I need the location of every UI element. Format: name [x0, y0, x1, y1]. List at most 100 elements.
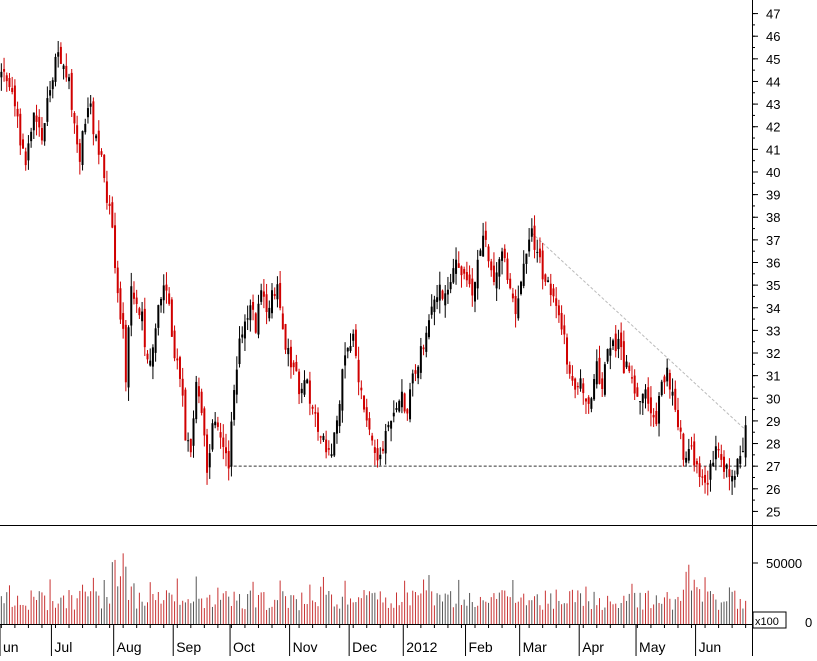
- candle-body: [622, 341, 625, 373]
- candle-body: [376, 448, 379, 461]
- candle-body: [279, 282, 282, 309]
- price-tick-label: 45: [766, 52, 780, 67]
- candle-body: [132, 292, 135, 299]
- x-tick-label: un: [3, 639, 19, 655]
- candle-body: [679, 427, 682, 432]
- price-tick-label: 43: [766, 97, 780, 112]
- candle-body: [452, 268, 455, 283]
- candle-body: [574, 378, 577, 390]
- candle-body: [300, 388, 303, 394]
- candle-body: [260, 290, 263, 302]
- candle-body: [238, 338, 241, 365]
- candle-body: [522, 263, 525, 286]
- candle-body: [89, 103, 92, 107]
- candle-body: [246, 318, 249, 320]
- candle-body: [214, 421, 217, 426]
- candle-body: [189, 438, 192, 453]
- candle-body: [398, 400, 401, 412]
- candle-body: [593, 379, 596, 400]
- candle-body: [433, 299, 436, 313]
- candle-body: [514, 296, 517, 315]
- candle-body: [292, 362, 295, 368]
- candle-body: [668, 372, 671, 390]
- candle-body: [95, 135, 98, 139]
- candle-body: [273, 293, 276, 296]
- candle-body: [714, 446, 717, 460]
- candle-body: [547, 280, 550, 283]
- price-tick-label: 39: [766, 188, 780, 203]
- candle-body: [59, 46, 62, 64]
- candle-body: [0, 71, 3, 78]
- candle-body: [744, 425, 747, 458]
- candle-body: [395, 408, 398, 410]
- x-tick-label: Feb: [469, 639, 493, 655]
- candle-body: [224, 447, 227, 454]
- candle-body: [298, 371, 301, 395]
- price-tick-label: 47: [766, 7, 780, 22]
- price-tick-label: 36: [766, 256, 780, 271]
- candle-body: [35, 115, 38, 122]
- candle-body: [92, 101, 95, 135]
- price-tick-label: 25: [766, 504, 780, 519]
- candle-body: [658, 395, 661, 424]
- candle-body: [544, 274, 547, 282]
- candle-body: [330, 454, 333, 457]
- candle-body: [325, 439, 328, 453]
- candle-body: [625, 361, 628, 368]
- candle-body: [360, 387, 363, 391]
- candle-body: [731, 475, 734, 482]
- candle-body: [233, 390, 236, 420]
- candle-body: [168, 293, 171, 304]
- candle-body: [606, 349, 609, 362]
- candle-body: [97, 130, 100, 155]
- candle-body: [203, 408, 206, 436]
- candle-body: [549, 283, 552, 296]
- candle-body: [557, 305, 560, 316]
- candle-body: [457, 263, 460, 268]
- candle-body: [506, 258, 509, 280]
- candle-body: [538, 248, 541, 258]
- candle-body: [490, 261, 493, 271]
- candle-body: [484, 230, 487, 240]
- candle-body: [641, 393, 644, 404]
- candle-body: [354, 329, 357, 356]
- candle-body: [130, 286, 133, 326]
- candle-body: [463, 269, 466, 274]
- candle-body: [436, 297, 439, 303]
- price-tick-label: 46: [766, 29, 780, 44]
- candle-body: [30, 131, 33, 142]
- x-tick-label: Oct: [233, 639, 255, 655]
- price-tick-label: 40: [766, 165, 780, 180]
- candle-body: [262, 291, 265, 297]
- candle-body: [206, 434, 209, 473]
- resistance-line: [531, 232, 746, 431]
- candle-body: [143, 308, 146, 348]
- candle-body: [281, 313, 284, 330]
- candle-body: [430, 306, 433, 315]
- candle-body: [111, 202, 114, 228]
- candle-body: [409, 389, 412, 420]
- price-tick-label: 42: [766, 120, 780, 135]
- candle-body: [571, 376, 574, 381]
- candle-body: [471, 278, 474, 296]
- candle-body: [197, 386, 200, 397]
- x-tick-label: Nov: [293, 639, 318, 655]
- candle-body: [400, 391, 403, 408]
- candle-body: [157, 305, 160, 328]
- candle-body: [363, 395, 366, 410]
- candle-body: [525, 253, 528, 264]
- candle-body: [725, 464, 728, 469]
- candle-body: [387, 424, 390, 428]
- candle-body: [739, 455, 742, 464]
- candle-body: [617, 338, 620, 350]
- candle-body: [27, 143, 30, 161]
- candle-body: [368, 418, 371, 430]
- candle-body: [530, 228, 533, 237]
- candle-body: [741, 451, 744, 453]
- candle-body: [603, 364, 606, 395]
- candle-body: [639, 401, 642, 403]
- candle-body: [644, 389, 647, 399]
- candle-body: [465, 272, 468, 281]
- candle-body: [690, 445, 693, 447]
- candle-body: [319, 436, 322, 438]
